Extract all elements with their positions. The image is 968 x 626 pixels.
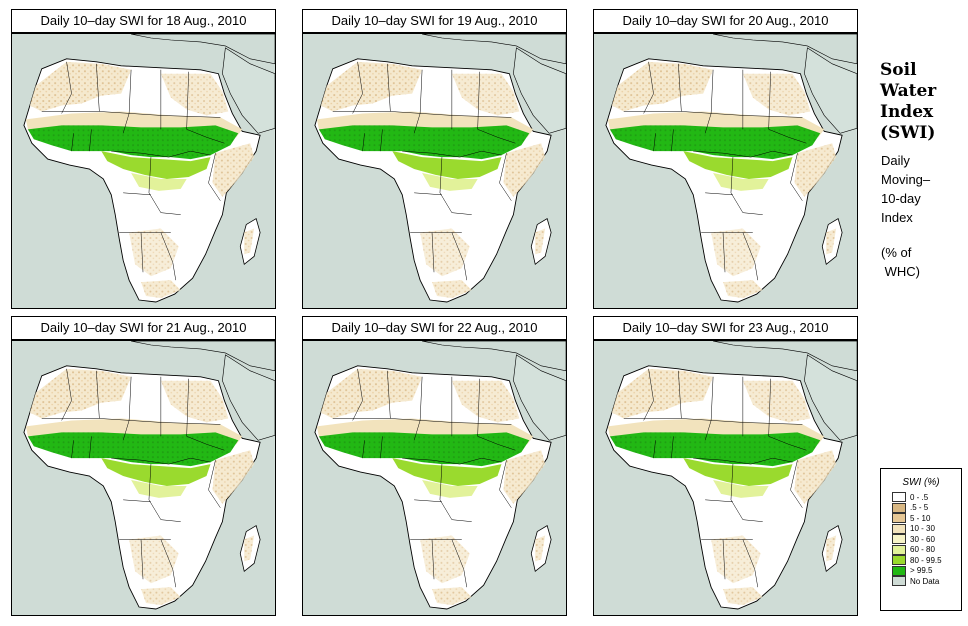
index-title-line: Water: [880, 81, 937, 101]
description-line: Daily: [881, 153, 910, 168]
legend-item: 60 - 80: [881, 544, 961, 556]
panel-title: Daily 10–day SWI for 21 Aug., 2010: [11, 316, 276, 340]
index-description: Daily Moving– 10-day Index: [881, 151, 966, 227]
index-title: Soil Water Index (SWI): [880, 60, 965, 144]
africa-swi-map: [593, 33, 858, 309]
africa-swi-map: [593, 340, 858, 616]
panel-title: Daily 10–day SWI for 22 Aug., 2010: [302, 316, 567, 340]
legend-item: 5 - 10: [881, 513, 961, 524]
description-line: Index: [881, 210, 913, 225]
legend-label: 5 - 10: [910, 513, 931, 523]
legend-label: > 99.5: [910, 566, 933, 576]
legend-swatch: [892, 565, 906, 576]
panel-title: Daily 10–day SWI for 20 Aug., 2010: [593, 9, 858, 33]
legend-item: 0 - .5: [881, 492, 961, 503]
legend-label: 0 - .5: [910, 492, 929, 502]
unit-note: (% of WHC): [881, 243, 966, 281]
africa-swi-map: [11, 340, 276, 616]
legend-item: No Data: [881, 576, 961, 587]
description-line: Moving–: [881, 172, 931, 187]
panel-title: Daily 10–day SWI for 23 Aug., 2010: [593, 316, 858, 340]
unit-line: WHC): [881, 264, 920, 279]
africa-swi-map: [11, 33, 276, 309]
legend-label: 10 - 30: [910, 524, 935, 534]
legend-swatch: [892, 502, 906, 513]
legend-item: 30 - 60: [881, 534, 961, 545]
unit-line: (% of: [881, 245, 912, 260]
legend-item: .5 - 5: [881, 502, 961, 514]
legend-label: No Data: [910, 576, 940, 586]
legend-swatch: [892, 555, 906, 566]
panel-title: Daily 10–day SWI for 18 Aug., 2010: [11, 9, 276, 33]
description-line: 10-day: [881, 191, 921, 206]
legend-swatch: [892, 513, 906, 524]
legend-swatch: [892, 523, 906, 534]
index-title-line: (SWI): [880, 123, 936, 143]
legend-swatch: [892, 576, 906, 587]
legend-swatch: [892, 544, 906, 555]
legend-title: SWI (%): [902, 477, 940, 488]
legend-label: .5 - 5: [910, 503, 929, 513]
legend-swatch: [892, 492, 906, 503]
legend-label: 30 - 60: [910, 534, 935, 544]
legend-item: > 99.5: [881, 565, 961, 577]
legend-item: 80 - 99.5: [881, 555, 961, 566]
legend-label: 80 - 99.5: [910, 555, 942, 565]
index-title-line: Soil: [880, 60, 917, 80]
legend-item: 10 - 30: [881, 523, 961, 535]
legend-label: 60 - 80: [910, 545, 935, 555]
index-title-line: Index: [880, 102, 934, 122]
africa-swi-map: [302, 33, 567, 309]
panel-title: Daily 10–day SWI for 19 Aug., 2010: [302, 9, 567, 33]
legend-swatch: [892, 534, 906, 545]
africa-swi-map: [302, 340, 567, 616]
